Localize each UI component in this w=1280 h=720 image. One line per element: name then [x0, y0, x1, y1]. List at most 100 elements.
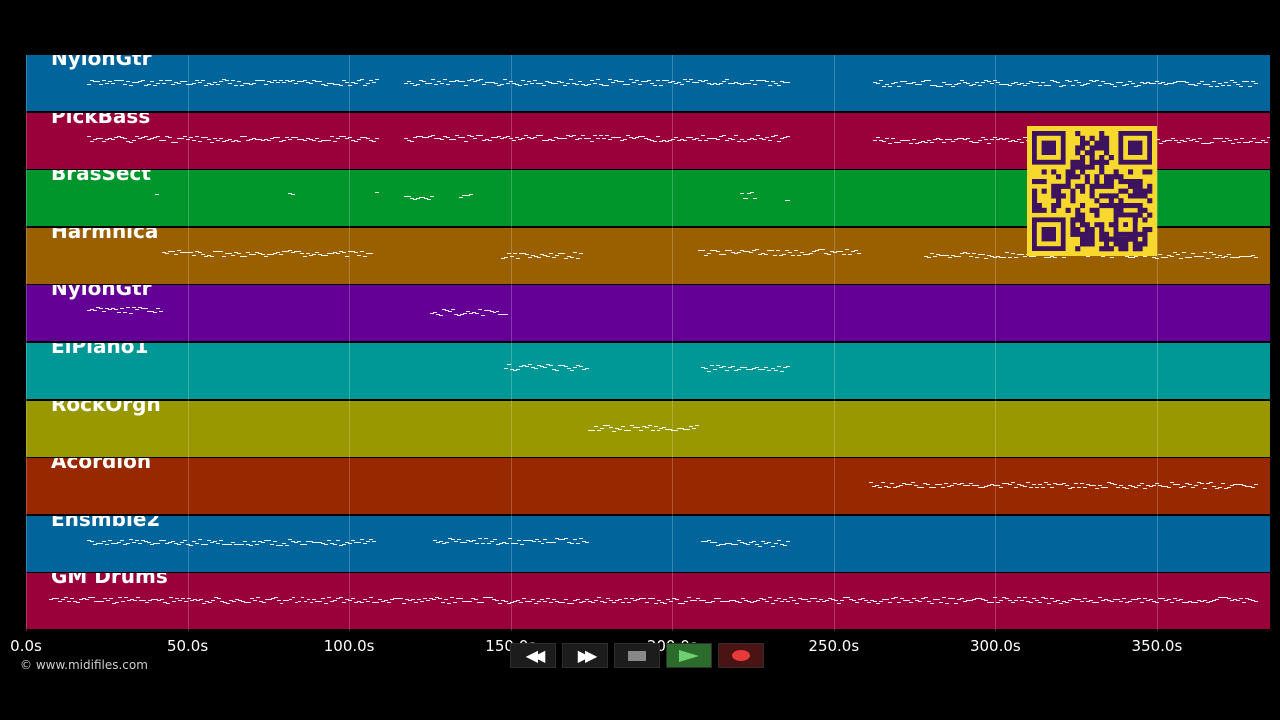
note-mark [222, 140, 227, 142]
note-mark [725, 249, 729, 251]
play-button[interactable] [666, 643, 712, 668]
note-mark [1157, 82, 1162, 84]
note-mark [414, 601, 419, 603]
note-mark [1209, 251, 1214, 253]
note-mark [524, 254, 529, 256]
note-mark [609, 427, 613, 429]
qr-module [1032, 207, 1038, 213]
note-mark [1178, 80, 1183, 82]
qr-module [1084, 236, 1090, 242]
stop-button[interactable] [614, 643, 660, 668]
note-mark [1037, 484, 1042, 486]
note-mark [497, 85, 502, 87]
note-mark [784, 249, 789, 251]
note-mark [1254, 600, 1259, 602]
note-mark [557, 81, 562, 83]
note-mark [1218, 82, 1223, 84]
note-mark [563, 258, 568, 260]
note-mark [504, 368, 509, 370]
note-mark [267, 598, 272, 600]
note-mark [105, 308, 110, 310]
note-mark [746, 544, 751, 546]
note-mark [725, 370, 730, 371]
note-mark [90, 79, 95, 81]
note-mark [407, 139, 412, 141]
note-mark [188, 252, 193, 254]
note-mark [473, 81, 478, 83]
note-mark [1085, 82, 1090, 84]
note-mark [770, 368, 775, 369]
note-mark [159, 79, 164, 81]
note-mark [450, 309, 455, 311]
note-mark [1185, 256, 1190, 258]
note-mark [1040, 487, 1045, 489]
track-label: ElPiano1 [51, 343, 149, 358]
qr-module [1075, 183, 1081, 189]
note-mark [882, 598, 887, 600]
note-mark [231, 600, 236, 602]
note-mark [445, 542, 450, 544]
rewind-button[interactable]: ◀◀ [510, 643, 556, 668]
note-mark [962, 81, 967, 83]
note-mark [740, 367, 745, 368]
note-mark [1023, 136, 1028, 138]
note-mark [543, 539, 548, 541]
note-mark [459, 542, 464, 544]
note-mark [468, 194, 473, 196]
qr-module [1075, 131, 1081, 137]
note-mark [780, 600, 785, 602]
note-mark [1227, 84, 1232, 86]
qr-module [1132, 188, 1138, 194]
note-mark [210, 83, 215, 85]
note-mark [1070, 84, 1075, 86]
transport-controls: ◀◀ ▶▶ [510, 642, 770, 669]
note-mark [873, 600, 878, 602]
qr-module [1123, 236, 1129, 242]
note-mark [1224, 137, 1229, 139]
qr-module [1032, 193, 1038, 199]
note-mark [167, 251, 172, 253]
note-mark [823, 252, 828, 254]
note-mark [766, 249, 771, 251]
note-mark [999, 599, 1004, 601]
qr-module [1065, 183, 1071, 189]
note-mark [1142, 488, 1147, 490]
note-mark [1245, 80, 1250, 82]
note-mark [1143, 597, 1148, 599]
note-mark [503, 136, 508, 138]
note-mark [555, 370, 560, 372]
note-mark [770, 135, 775, 137]
note-mark [1154, 80, 1159, 82]
note-mark [1236, 599, 1241, 601]
note-mark [680, 428, 685, 430]
note-mark [315, 137, 320, 139]
qr-module [1132, 193, 1138, 199]
note-mark [419, 80, 424, 82]
note-mark [1100, 80, 1105, 82]
note-mark [641, 81, 646, 83]
note-mark [474, 598, 479, 600]
note-mark [431, 134, 436, 136]
note-mark [927, 256, 932, 258]
note-mark [1227, 253, 1232, 255]
note-mark [817, 248, 822, 250]
note-mark [320, 255, 325, 257]
note-mark [1122, 597, 1127, 599]
note-mark [992, 79, 997, 81]
note-mark [291, 541, 296, 543]
note-mark [896, 141, 901, 143]
note-mark [990, 601, 995, 603]
note-mark [760, 252, 765, 254]
note-mark [132, 542, 137, 544]
note-mark [1128, 600, 1133, 602]
note-mark [554, 255, 559, 257]
note-mark [491, 82, 496, 84]
qr-module [1070, 193, 1076, 199]
fast-forward-button[interactable]: ▶▶ [562, 643, 608, 668]
qr-module [1080, 203, 1086, 209]
note-mark [306, 598, 311, 600]
qr-module [1070, 198, 1076, 204]
note-mark [347, 251, 352, 253]
record-button[interactable] [718, 643, 764, 668]
note-mark [1149, 598, 1154, 600]
